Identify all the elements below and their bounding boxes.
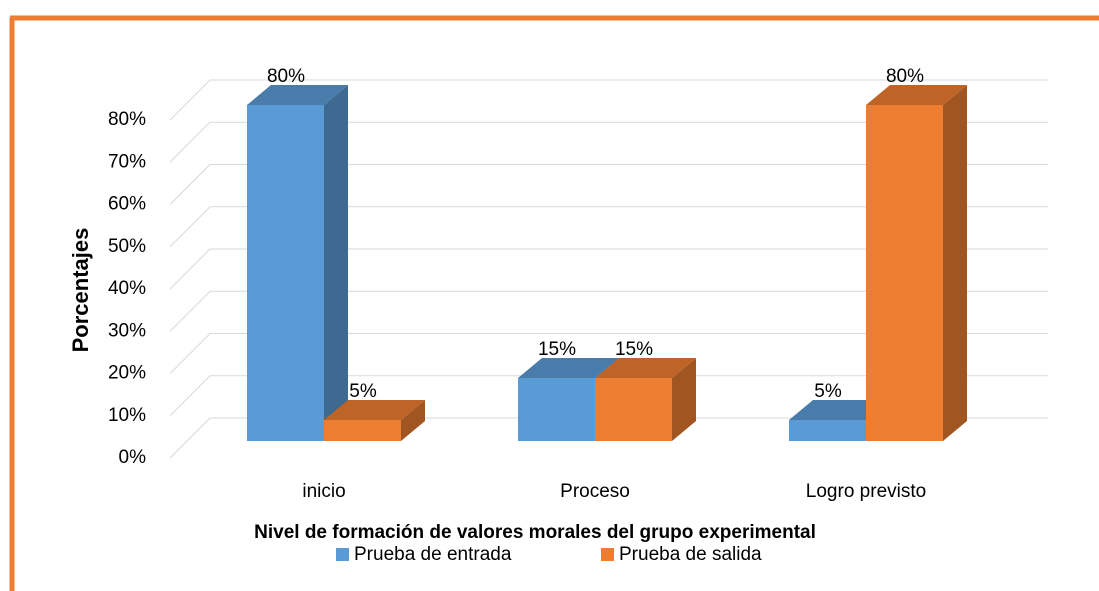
grid-line [169,164,1048,205]
value-label: 80% [267,66,305,87]
y-tick-label: 0% [119,447,147,468]
y-tick-label: 80% [108,109,146,130]
value-label: 5% [814,381,842,402]
value-label: 15% [538,339,576,360]
y-tick-label: 60% [108,194,146,215]
bar [518,378,595,441]
y-tick-label: 30% [108,320,146,341]
grid-line [169,290,1048,332]
legend-swatch [336,548,349,561]
x-tick-label: Logro previsto [806,481,926,502]
bar-side [943,85,967,441]
grid-line [169,375,1048,417]
bar [324,420,401,441]
value-label: 80% [886,66,924,87]
bar-side [324,85,348,441]
y-tick-label: 70% [108,151,146,172]
bar-top [247,85,348,105]
y-tick-label: 20% [108,363,146,384]
bar-top [518,358,619,378]
x-axis-title: Nivel de formación de valores morales de… [254,522,816,543]
bar-top [866,85,967,105]
bar-side [401,400,425,441]
grid-line [169,333,1048,374]
x-tick-label: Proceso [560,481,630,502]
grid-line [169,121,1048,163]
y-tick-label: 50% [108,236,146,257]
bar [247,105,324,441]
value-label: 5% [349,381,377,402]
y-tick-label: 40% [108,278,146,299]
y-axis-title: Porcentajes [68,228,93,353]
bar-top [789,400,890,420]
y-tick-label: 10% [108,405,146,426]
grid-line [169,79,1048,121]
bar-top [324,400,425,420]
bar [789,420,866,441]
value-label: 15% [615,339,653,360]
grid-line [169,417,1048,459]
legend-label: Prueba de entrada [354,544,512,565]
bar [595,378,672,441]
legend-label: Prueba de salida [619,544,762,565]
legend-swatch [601,548,614,561]
bar-top [595,358,696,378]
x-tick-label: inicio [302,481,345,502]
grid-line [169,206,1048,248]
bar-side [672,358,696,441]
bar [866,105,943,441]
grid-line [169,248,1048,290]
